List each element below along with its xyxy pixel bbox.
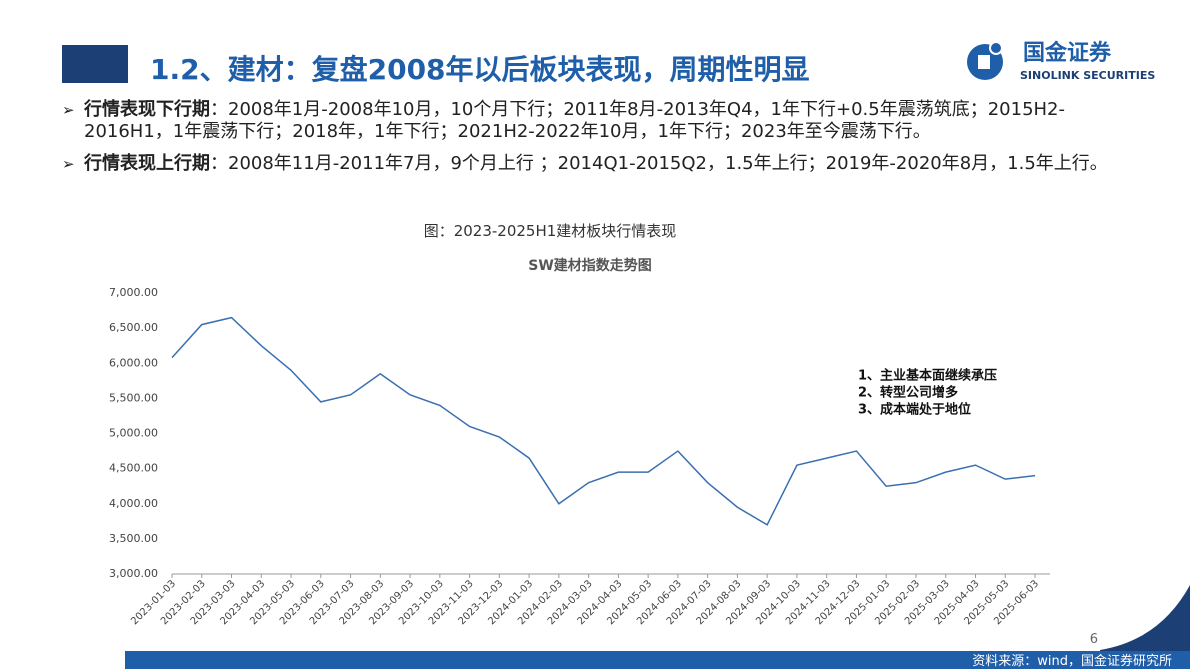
y-tick-label: 6,500.00 [109,321,158,334]
bullets: 行情表现下行期：2008年1月-2008年10月，10个月下行；2011年8月-… [62,99,1122,185]
bullet-text: ：2008年11月-2011年7月，9个月上行 ；2014Q1-2015Q2，1… [210,153,1108,174]
y-tick-label: 3,500.00 [109,532,158,545]
chart-title: SW建材指数走势图 [528,257,652,274]
logo-cn: 国金证券 [1023,40,1112,66]
logo-icon-inner [978,55,990,69]
bullet-label: 行情表现下行期 [84,99,210,120]
annotation: 1、主业基本面继续承压 [858,368,997,384]
logo-en: SINOLINK SECURITIES [1020,69,1155,82]
bullet: 行情表现上行期：2008年11月-2011年7月，9个月上行 ；2014Q1-2… [62,153,1122,175]
y-tick-label: 4,500.00 [109,462,158,475]
bullet: 行情表现下行期：2008年1月-2008年10月，10个月下行；2011年8月-… [62,99,1122,143]
bullet-label: 行情表现上行期 [84,153,210,174]
y-tick-label: 7,000.00 [109,286,158,299]
y-tick-label: 5,500.00 [109,391,158,404]
corner-curve [1100,585,1190,669]
y-tick-label: 6,000.00 [109,356,158,369]
annotation: 2、转型公司增多 [858,385,958,401]
slide-title: 1.2、建材：复盘2008年以后板块表现，周期性明显 [150,53,810,86]
line-series [171,316,1036,526]
y-tick-label: 5,000.00 [109,427,158,440]
logo-dot [989,41,1003,55]
y-tick-label: 4,000.00 [109,497,158,510]
y-tick-label: 3,000.00 [109,567,158,580]
annotation: 3、成本端处于地位 [858,402,971,418]
footer-bar [125,651,1190,669]
title-block [62,45,128,83]
source: 资料来源：wind，国金证券研究所 [972,653,1172,669]
figure-caption: 图：2023-2025H1建材板块行情表现 [423,222,677,240]
page-number: 6 [1090,632,1098,647]
bullet-text: ：2008年1月-2008年10月，10个月下行；2011年8月-2013年Q4… [84,99,1066,142]
